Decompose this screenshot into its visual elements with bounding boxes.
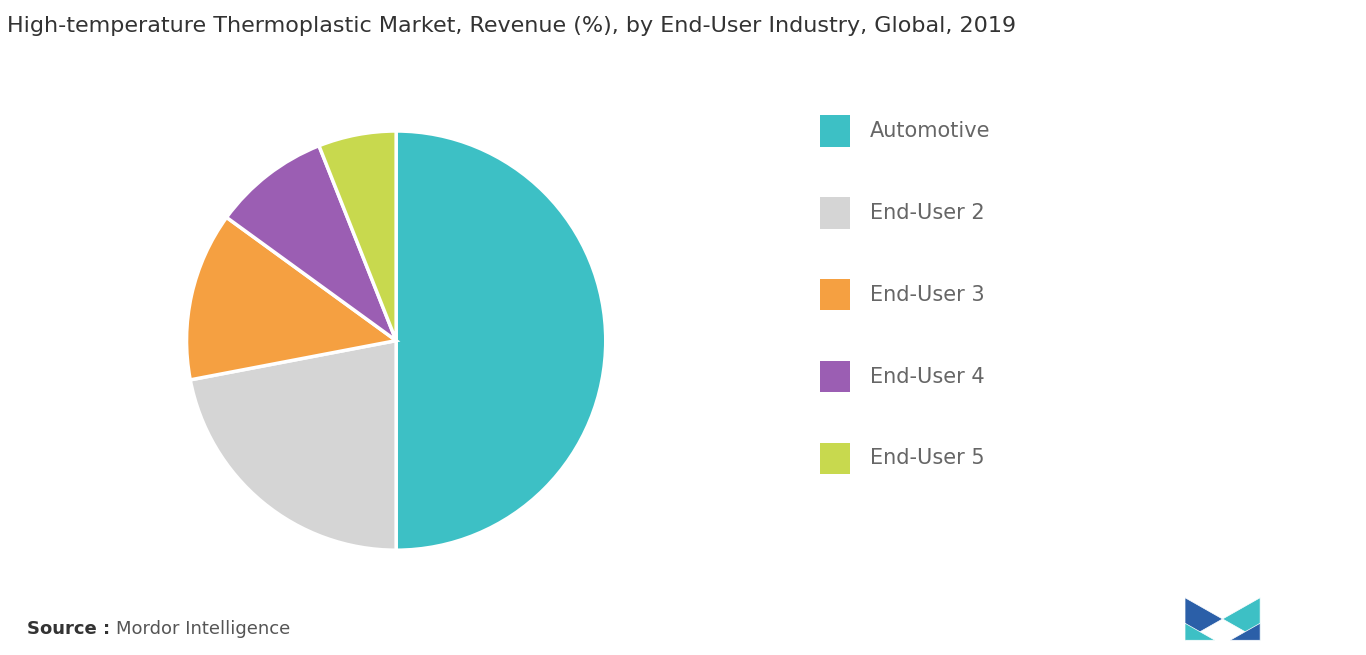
Wedge shape xyxy=(396,131,605,550)
Text: High-temperature Thermoplastic Market, Revenue (%), by End-User Industry, Global: High-temperature Thermoplastic Market, R… xyxy=(7,16,1016,37)
Wedge shape xyxy=(187,217,396,380)
Wedge shape xyxy=(320,131,396,341)
Wedge shape xyxy=(190,341,396,550)
Text: Automotive: Automotive xyxy=(870,121,990,141)
Text: End-User 4: End-User 4 xyxy=(870,367,985,386)
Text: End-User 5: End-User 5 xyxy=(870,449,985,468)
Wedge shape xyxy=(227,145,396,341)
Text: End-User 3: End-User 3 xyxy=(870,285,985,305)
Text: End-User 2: End-User 2 xyxy=(870,203,985,223)
Text: Mordor Intelligence: Mordor Intelligence xyxy=(116,620,291,638)
Text: Source :: Source : xyxy=(27,620,111,638)
